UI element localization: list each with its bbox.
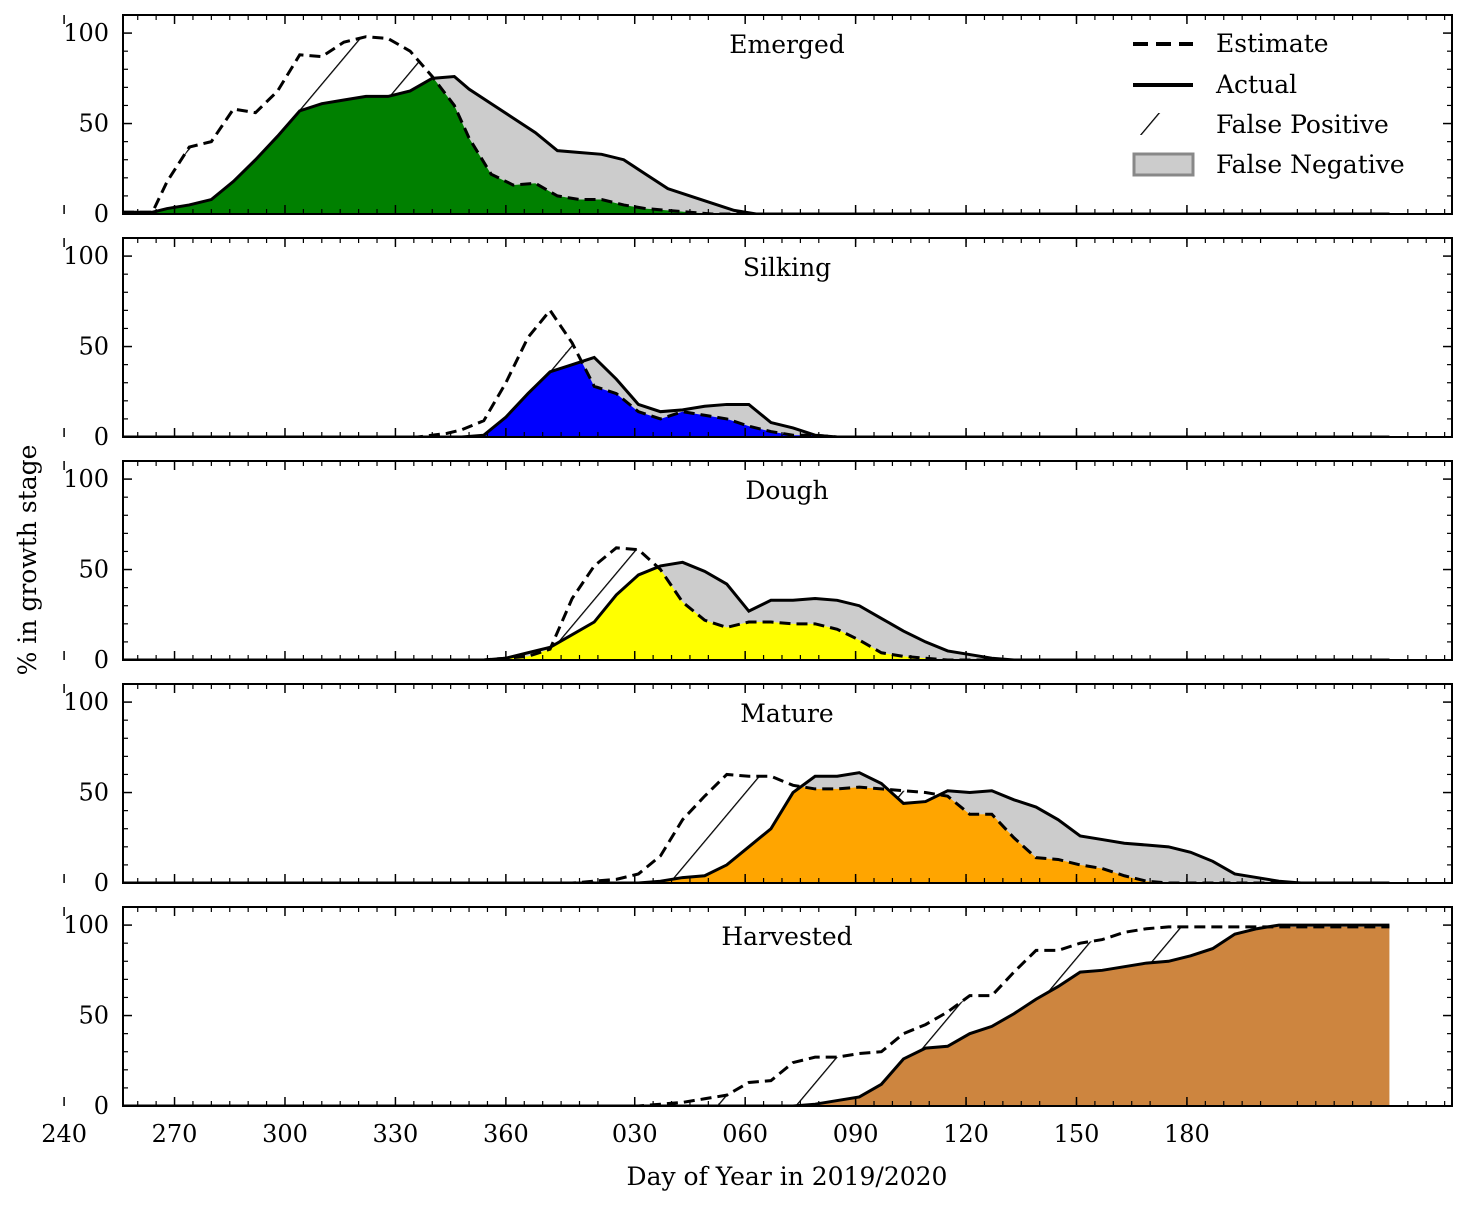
- x-tick-label: 360: [483, 1120, 529, 1148]
- x-tick-label: 300: [262, 1120, 308, 1148]
- panel-title-harvested: Harvested: [721, 922, 852, 951]
- y-tick-label: 50: [78, 556, 109, 584]
- plot-area-dough: [123, 546, 1390, 660]
- y-tick-label: 100: [63, 911, 109, 939]
- panel-title-emerged: Emerged: [729, 30, 845, 59]
- estimate-line-silking: [123, 307, 1390, 437]
- actual-line-dough: [123, 560, 1390, 660]
- false-negative-area-emerged: [123, 36, 1390, 214]
- false-negative-area-mature: [123, 772, 1390, 883]
- y-tick-label: 100: [63, 688, 109, 716]
- y-tick-label: 0: [94, 200, 109, 228]
- x-tick-label: 330: [373, 1120, 419, 1148]
- y-tick-label: 0: [94, 869, 109, 897]
- y-axis-title: % in growth stage: [13, 445, 42, 676]
- panel-silking: 0 50 100 Silking: [63, 237, 1453, 451]
- panel-dough: 0 50 100 Dough: [63, 460, 1453, 674]
- x-axis-title: Day of Year in 2019/2020: [627, 1162, 948, 1191]
- y-tick-label: 100: [63, 242, 109, 270]
- plot-area-mature: [123, 771, 1390, 883]
- panels-group: 0 50 100 Emerged Estimate Actual False Positiv…: [41, 14, 1453, 1148]
- y-tick-label: 100: [63, 19, 109, 47]
- panel-frame-silking: [122, 237, 1453, 438]
- legend: Estimate Actual False Positive False Negati…: [1132, 29, 1405, 179]
- plot-area-harvested: [123, 923, 1390, 1106]
- y-tick-label: 0: [94, 1092, 109, 1120]
- estimate-line-mature: [123, 772, 1390, 883]
- panel-title-mature: Mature: [740, 699, 833, 728]
- x-tick-label: 090: [833, 1120, 879, 1148]
- false-positive-area-mature: [123, 772, 1390, 883]
- x-tick-label: 240: [41, 1120, 87, 1148]
- legend-false-positive-swatch: [1133, 113, 1193, 135]
- plot-area-silking: [123, 307, 1390, 437]
- plot-area-emerged: [123, 35, 1390, 214]
- legend-label-estimate: Estimate: [1216, 29, 1329, 58]
- correct-area-mature: [123, 786, 1390, 883]
- actual-line-harvested: [123, 923, 1390, 1106]
- y-tick-label: 50: [78, 1002, 109, 1030]
- false-positive-area-harvested: [123, 925, 1390, 1106]
- panel-frame-emerged: [122, 14, 1453, 215]
- false-negative-area-silking: [123, 310, 1390, 437]
- y-tick-label: 50: [78, 333, 109, 361]
- estimate-line-harvested: [123, 925, 1390, 1106]
- panel-title-dough: Dough: [745, 476, 828, 505]
- panel-frame-dough: [122, 460, 1453, 661]
- correct-area-harvested: [123, 926, 1390, 1106]
- legend-label-false-positive: False Positive: [1216, 110, 1389, 139]
- estimate-line-dough: [123, 546, 1390, 660]
- actual-line-mature: [123, 771, 1390, 883]
- y-tick-label: 50: [78, 110, 109, 138]
- legend-label-false-negative: False Negative: [1216, 150, 1405, 179]
- y-tick-label: 0: [94, 646, 109, 674]
- panel-title-silking: Silking: [743, 253, 831, 282]
- y-tick-label: 0: [94, 423, 109, 451]
- correct-area-dough: [123, 567, 1390, 660]
- y-tick-label: 50: [78, 779, 109, 807]
- panel-mature: 0 50 100 Mature: [63, 683, 1453, 897]
- x-tick-label: 270: [152, 1120, 198, 1148]
- x-tick-label: 180: [1164, 1120, 1210, 1148]
- panel-harvested: 0 50 100 Harvested 270 300 330 360 030 060 090 120 1…: [41, 906, 1453, 1148]
- x-tick-label: 150: [1054, 1120, 1100, 1148]
- panel-frame-harvested: [122, 906, 1453, 1107]
- correct-area-emerged: [123, 78, 1390, 214]
- actual-line-emerged: [123, 74, 1390, 214]
- x-tick-label: 030: [612, 1120, 658, 1148]
- panel-emerged: 0 50 100 Emerged Estimate Actual False Positiv…: [63, 14, 1453, 228]
- panel-frame-mature: [122, 683, 1453, 884]
- legend-false-negative-swatch: [1132, 152, 1195, 177]
- legend-label-actual: Actual: [1215, 70, 1297, 99]
- x-tick-label: 120: [943, 1120, 989, 1148]
- y-tick-label: 100: [63, 465, 109, 493]
- x-tick-label: 060: [722, 1120, 768, 1148]
